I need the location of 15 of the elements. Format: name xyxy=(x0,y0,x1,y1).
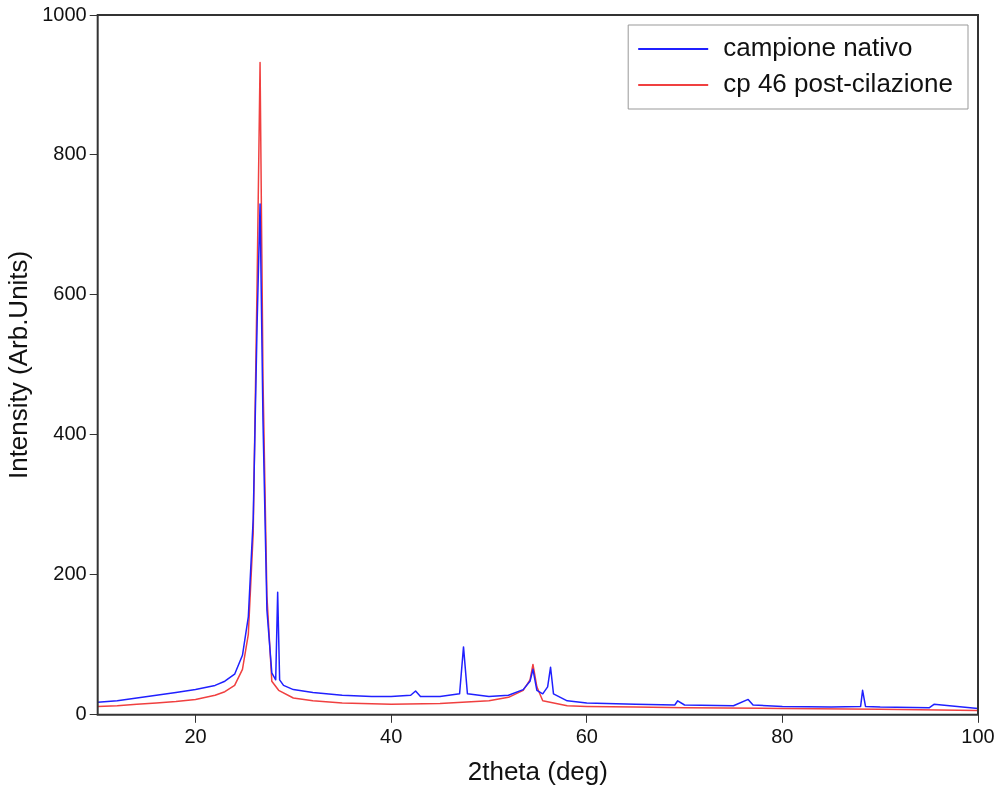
y-tick-label: 0 xyxy=(75,702,87,725)
y-tick-label: 200 xyxy=(53,562,87,585)
legend-label: cp 46 post-cilazione xyxy=(723,68,954,99)
y-axis-title: Intensity (Arb.Units) xyxy=(2,250,33,480)
x-tick-label: 20 xyxy=(184,725,207,748)
x-tick-label: 40 xyxy=(380,725,403,748)
x-tick-label: 60 xyxy=(575,725,598,748)
x-tick-label: 100 xyxy=(961,725,995,748)
x-tick-label: 80 xyxy=(771,725,794,748)
y-tick-label: 400 xyxy=(53,422,87,445)
legend-label: campione nativo xyxy=(723,32,913,63)
x-axis-title: 2theta (deg) xyxy=(467,755,608,786)
y-tick-label: 1000 xyxy=(42,2,87,25)
y-tick-label: 800 xyxy=(53,142,87,165)
y-tick-label: 600 xyxy=(53,282,87,305)
